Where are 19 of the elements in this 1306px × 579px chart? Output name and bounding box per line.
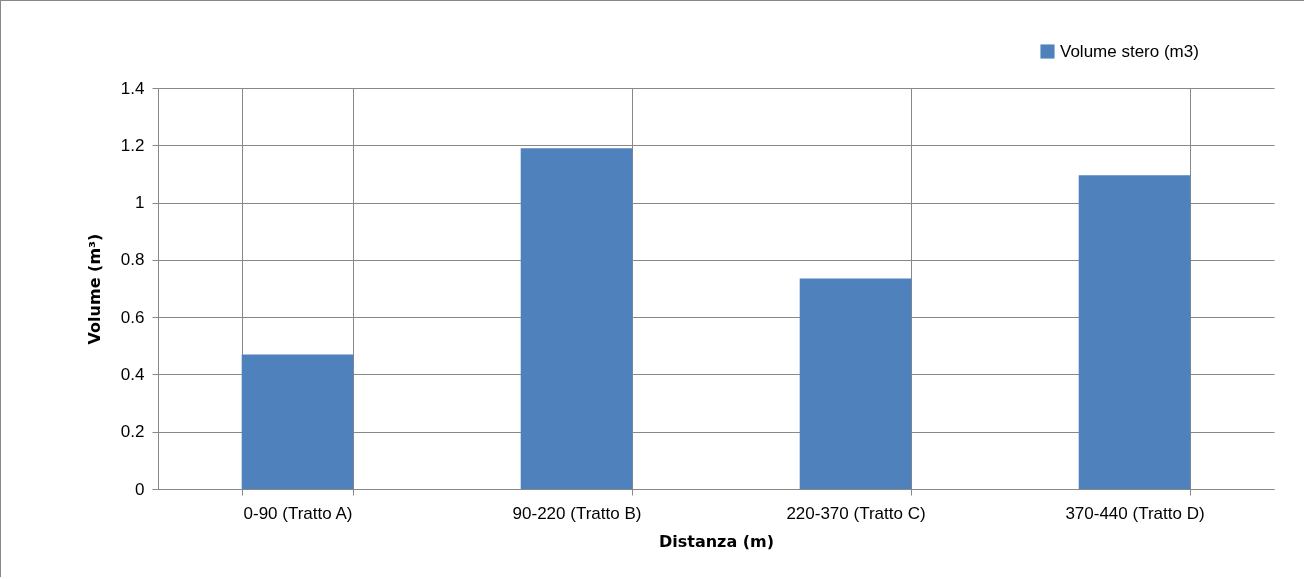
legend-label: Volume stero (m3)	[1060, 41, 1199, 61]
bar	[241, 354, 354, 489]
bar	[1078, 175, 1191, 489]
x-axis-title: Distanza (m)	[658, 531, 775, 551]
x-tick-label: 370-440 (Tratto D)	[1065, 503, 1205, 523]
y-tick-label: 0.4	[120, 364, 145, 384]
y-tick-label: 0.6	[120, 307, 145, 327]
y-tick-label: 1.4	[120, 78, 145, 98]
x-tick-label: 90-220 (Tratto B)	[512, 503, 642, 523]
y-tick-label: 0	[135, 479, 145, 499]
bar	[799, 278, 912, 489]
y-tick-label: 0.8	[120, 250, 145, 270]
y-tick-label: 1.2	[120, 135, 145, 155]
x-tick-label: 220-370 (Tratto C)	[786, 503, 926, 523]
x-tick-label: 0-90 (Tratto A)	[243, 503, 353, 523]
y-axis-title: Volume (m³)	[84, 233, 104, 345]
y-tick-label: 1	[135, 193, 145, 213]
bar	[520, 148, 633, 489]
y-tick-label: 0.2	[120, 422, 145, 442]
